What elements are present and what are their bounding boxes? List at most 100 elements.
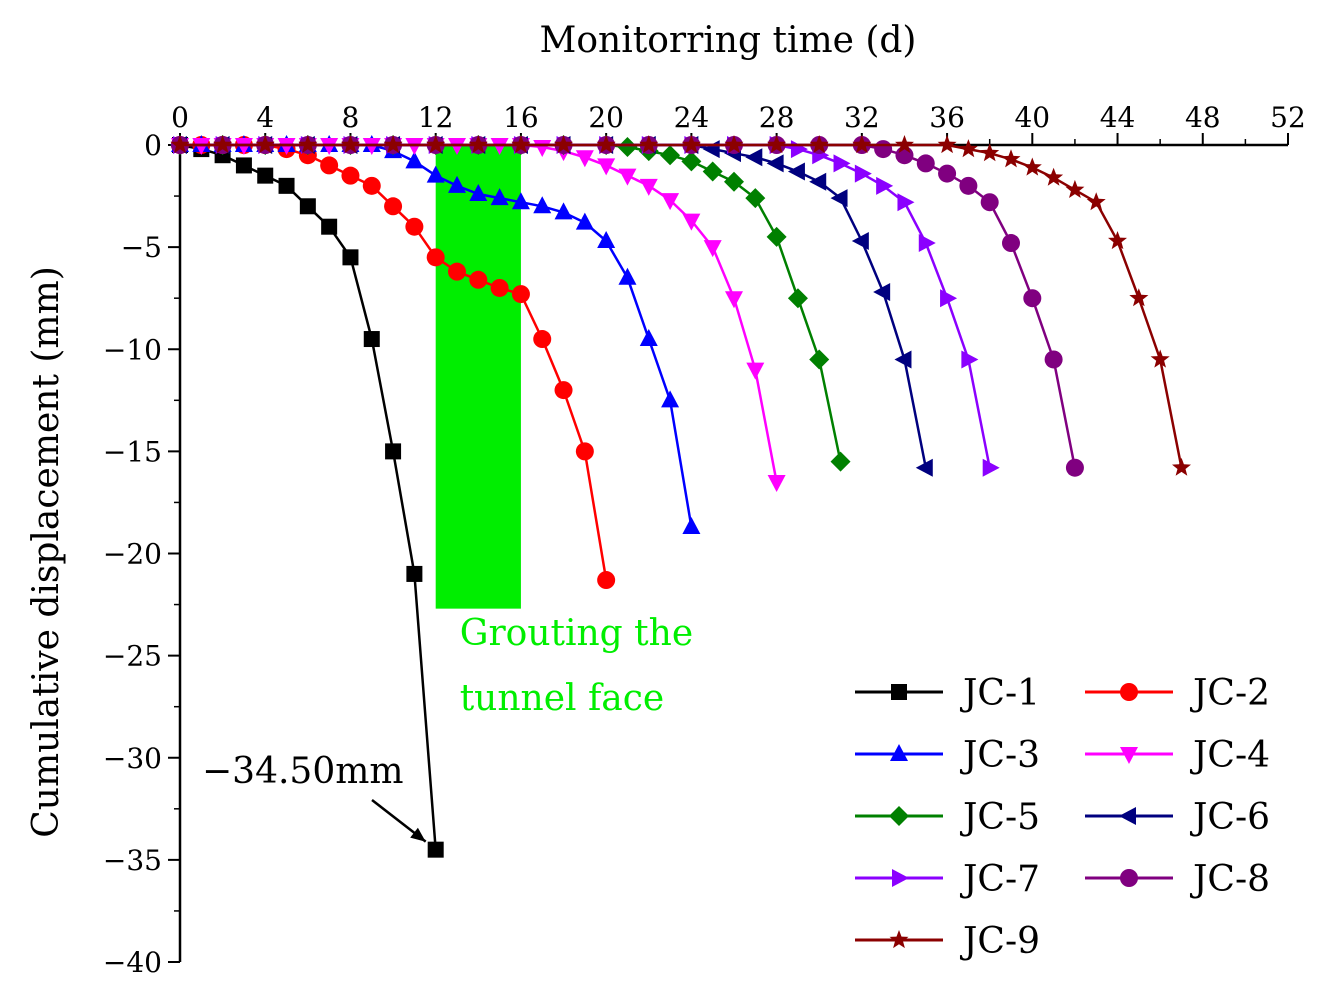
legend-label-jc-3: JC-3 bbox=[959, 735, 1040, 776]
data-point-jc-9 bbox=[426, 135, 446, 154]
legend-marker-jc-8 bbox=[1120, 869, 1138, 887]
data-point-jc-9 bbox=[895, 135, 914, 154]
data-point-jc-9 bbox=[1022, 157, 1042, 176]
x-tick-label: 40 bbox=[1014, 101, 1050, 134]
data-point-jc-9 bbox=[511, 135, 531, 154]
data-point-jc-9 bbox=[255, 135, 275, 154]
data-point-jc-3 bbox=[661, 390, 680, 408]
legend: JC-1 JC-2 JC-3 JC-4 JC-5 JC-6 JC-7 JC-8 JC-9 bbox=[855, 673, 1270, 962]
legend-marker-jc-2 bbox=[1120, 683, 1138, 701]
data-point-jc-4 bbox=[490, 138, 509, 155]
data-point-jc-6 bbox=[873, 283, 891, 302]
grouting-label-line-2: tunnel face bbox=[460, 678, 665, 719]
y-tick-label: −35 bbox=[103, 844, 162, 877]
data-point-jc-1 bbox=[321, 218, 338, 235]
grouting-region bbox=[435, 145, 521, 609]
x-tick-label: 24 bbox=[674, 101, 710, 134]
series-jc-1 bbox=[172, 137, 444, 858]
legend-item-jc-5: JC-5 bbox=[855, 797, 1040, 838]
y-tick-label: 0 bbox=[144, 129, 162, 162]
data-point-jc-9 bbox=[937, 135, 957, 154]
x-tick-label: 16 bbox=[503, 101, 539, 134]
legend-item-jc-9: JC-9 bbox=[855, 921, 1040, 962]
data-point-jc-9 bbox=[1044, 167, 1064, 186]
legend-marker-jc-3 bbox=[890, 744, 908, 761]
y-tick-label: −15 bbox=[103, 435, 162, 468]
data-point-jc-6 bbox=[766, 154, 784, 173]
data-point-jc-9 bbox=[1172, 457, 1191, 476]
series-jc-8 bbox=[171, 136, 1084, 477]
data-point-jc-9 bbox=[1129, 288, 1149, 307]
data-point-jc-2 bbox=[362, 176, 381, 195]
data-point-jc-5 bbox=[745, 188, 766, 209]
series-jc-7 bbox=[173, 136, 1000, 477]
legend-label-jc-5: JC-5 bbox=[959, 797, 1040, 838]
series-jc-9 bbox=[170, 135, 1191, 476]
data-point-jc-9 bbox=[383, 135, 403, 154]
x-tick-label: 28 bbox=[759, 101, 795, 134]
data-point-jc-4 bbox=[703, 240, 722, 258]
legend-label-jc-1: JC-1 bbox=[959, 673, 1040, 714]
data-point-jc-8 bbox=[874, 140, 893, 159]
data-point-jc-7 bbox=[940, 289, 958, 308]
data-point-jc-7 bbox=[790, 140, 808, 159]
legend-item-jc-1: JC-1 bbox=[855, 673, 1040, 714]
data-point-jc-2 bbox=[490, 278, 509, 297]
data-point-jc-4 bbox=[767, 475, 786, 493]
data-point-jc-7 bbox=[982, 458, 1000, 477]
data-point-jc-1 bbox=[278, 177, 295, 194]
x-tick-label: 20 bbox=[588, 101, 624, 134]
data-point-jc-4 bbox=[639, 178, 658, 196]
data-point-jc-2 bbox=[405, 217, 424, 236]
annotation-arrow bbox=[371, 799, 427, 843]
data-point-jc-3 bbox=[533, 196, 552, 214]
legend-item-jc-6: JC-6 bbox=[1085, 797, 1270, 838]
data-point-jc-3 bbox=[448, 175, 466, 193]
data-point-jc-5 bbox=[830, 451, 851, 472]
data-point-jc-1 bbox=[427, 841, 444, 858]
data-point-jc-1 bbox=[406, 565, 423, 582]
data-point-jc-3 bbox=[405, 151, 424, 169]
legend-marker-jc-5 bbox=[889, 806, 909, 826]
data-point-jc-5 bbox=[702, 161, 723, 182]
data-point-jc-2 bbox=[384, 197, 403, 216]
data-point-jc-4 bbox=[746, 362, 765, 380]
data-point-jc-4 bbox=[618, 168, 637, 186]
data-point-jc-9 bbox=[639, 135, 659, 154]
legend-marker-jc-1 bbox=[891, 684, 907, 700]
data-point-jc-9 bbox=[724, 135, 744, 154]
legend-label-jc-7: JC-7 bbox=[959, 859, 1040, 900]
data-point-jc-6 bbox=[809, 172, 827, 191]
data-point-jc-4 bbox=[234, 138, 253, 155]
data-point-jc-9 bbox=[341, 135, 360, 154]
data-point-jc-1 bbox=[363, 331, 380, 348]
y-tick-label: −30 bbox=[103, 742, 162, 775]
data-point-jc-3 bbox=[639, 329, 658, 347]
data-point-jc-9 bbox=[809, 135, 829, 154]
data-point-jc-8 bbox=[1002, 234, 1020, 253]
data-point-jc-5 bbox=[724, 171, 744, 192]
axes: 0 4 8 12 16 20 24 28 32 36 40 44 48 520−5−10−15−20−25… bbox=[103, 101, 1306, 979]
x-tick-label: 4 bbox=[256, 101, 274, 134]
x-tick-label: 8 bbox=[342, 101, 360, 134]
data-point-jc-9 bbox=[980, 143, 1000, 162]
data-point-jc-2 bbox=[511, 285, 530, 304]
data-point-jc-8 bbox=[980, 193, 999, 212]
x-tick-label: 12 bbox=[418, 101, 454, 134]
y-axis-title: Cumulative displacement (mm) bbox=[26, 266, 67, 838]
x-tick-label: 52 bbox=[1270, 101, 1306, 134]
legend-marker-jc-4 bbox=[1120, 747, 1138, 764]
data-point-jc-4 bbox=[575, 150, 594, 168]
legend-item-jc-3: JC-3 bbox=[855, 735, 1040, 776]
data-point-jc-8 bbox=[938, 164, 957, 183]
data-point-jc-4 bbox=[405, 138, 424, 155]
data-point-jc-6 bbox=[894, 350, 912, 369]
data-point-jc-9 bbox=[1108, 231, 1127, 250]
data-point-jc-4 bbox=[725, 291, 743, 309]
legend-marker-jc-6 bbox=[1119, 807, 1136, 825]
legend-label-jc-8: JC-8 bbox=[1189, 859, 1270, 900]
y-tick-label: −20 bbox=[103, 538, 162, 571]
data-point-jc-9 bbox=[468, 135, 488, 154]
legend-item-jc-4: JC-4 bbox=[1085, 735, 1270, 776]
y-tick-label: −5 bbox=[121, 231, 162, 264]
